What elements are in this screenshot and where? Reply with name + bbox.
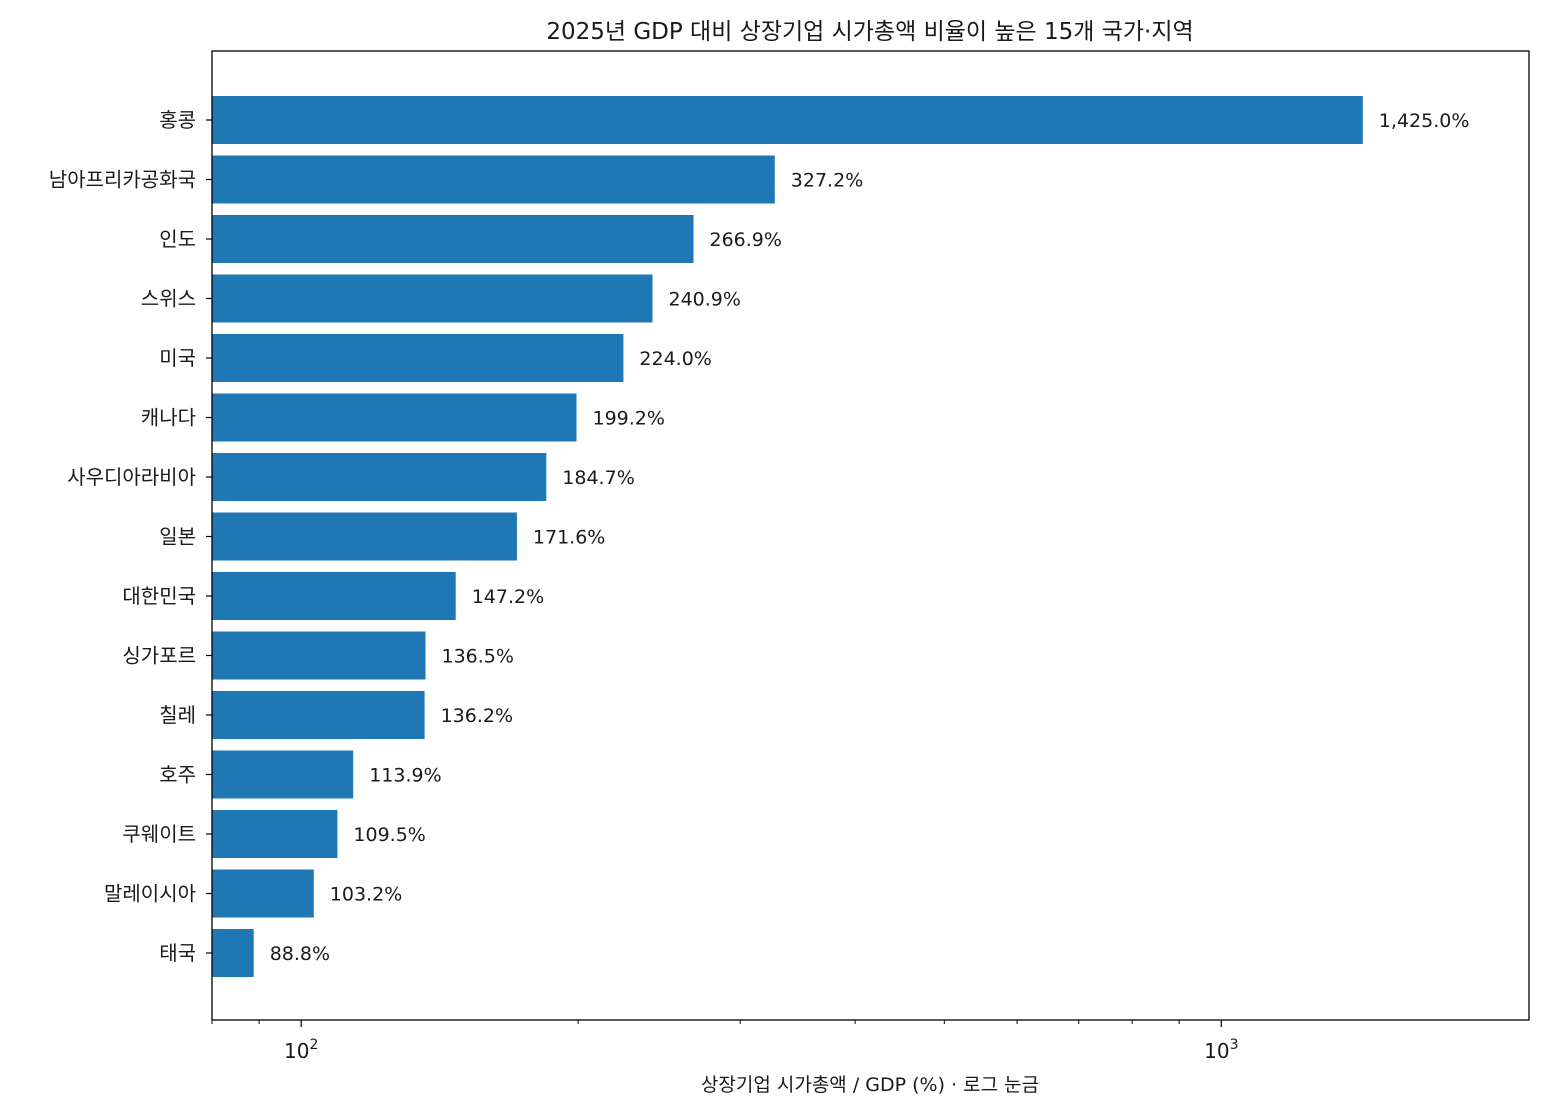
data-label: 109.5%	[353, 824, 425, 846]
data-label: 184.7%	[562, 467, 634, 489]
bar	[212, 512, 517, 561]
y-tick-label: 인도	[159, 227, 196, 251]
y-tick-label: 일본	[159, 525, 196, 549]
bar	[212, 750, 354, 799]
data-label: 136.2%	[441, 705, 513, 727]
bar	[212, 869, 314, 918]
y-tick-label: 말레이시아	[104, 882, 196, 906]
y-tick-label: 대한민국	[122, 584, 196, 608]
data-label: 224.0%	[639, 348, 711, 370]
bar	[212, 274, 653, 323]
y-tick-label: 홍콩	[159, 108, 196, 132]
data-label: 171.6%	[533, 527, 605, 549]
data-label: 136.5%	[442, 646, 514, 668]
y-tick-label: 호주	[159, 763, 196, 787]
data-label: 266.9%	[710, 229, 782, 251]
bar	[212, 215, 694, 263]
chart-title: 2025년 GDP 대비 상장기업 시가총액 비율이 높은 15개 국가·지역	[546, 19, 1193, 45]
bar	[212, 631, 426, 680]
y-tick-label: 태국	[159, 941, 196, 965]
bar	[212, 572, 456, 620]
data-label: 147.2%	[472, 586, 544, 608]
bar	[212, 334, 624, 382]
bar	[212, 155, 775, 204]
bar	[212, 929, 254, 977]
data-label: 199.2%	[593, 408, 665, 430]
bar	[212, 453, 547, 501]
bar	[212, 810, 338, 858]
bar	[212, 691, 425, 739]
data-label: 88.8%	[270, 943, 330, 965]
y-tick-label: 사우디아라비아	[67, 465, 196, 489]
x-tick-label: 102	[284, 1037, 318, 1063]
y-tick-label: 쿠웨이트	[122, 822, 196, 846]
y-tick-label: 칠레	[159, 703, 196, 727]
y-axis: 홍콩남아프리카공화국인도스위스미국캐나다사우디아라비아일본대한민국싱가포르칠레호…	[49, 108, 212, 965]
data-label: 103.2%	[330, 884, 402, 906]
y-tick-label: 스위스	[141, 287, 196, 311]
y-tick-label: 미국	[159, 346, 196, 370]
x-axis: 102 103	[211, 1020, 1238, 1063]
data-label: 327.2%	[791, 170, 863, 192]
data-label: 113.9%	[369, 765, 441, 787]
x-tick-label: 103	[1204, 1037, 1238, 1063]
data-label: 1,425.0%	[1379, 110, 1470, 132]
bar	[212, 96, 1363, 144]
bar	[212, 393, 577, 442]
data-label: 240.9%	[669, 289, 741, 311]
plot-frame	[211, 50, 1530, 1021]
y-tick-label: 캐나다	[141, 406, 196, 430]
bars-group: 1,425.0% 327.2% 266.9% 240.9% 224.0% 199.2% 18…	[212, 96, 1469, 977]
y-tick-label: 싱가포르	[122, 644, 196, 668]
x-axis-label: 상장기업 시가총액 / GDP (%) · 로그 눈금	[701, 1074, 1039, 1096]
y-tick-label: 남아프리카공화국	[49, 168, 196, 192]
